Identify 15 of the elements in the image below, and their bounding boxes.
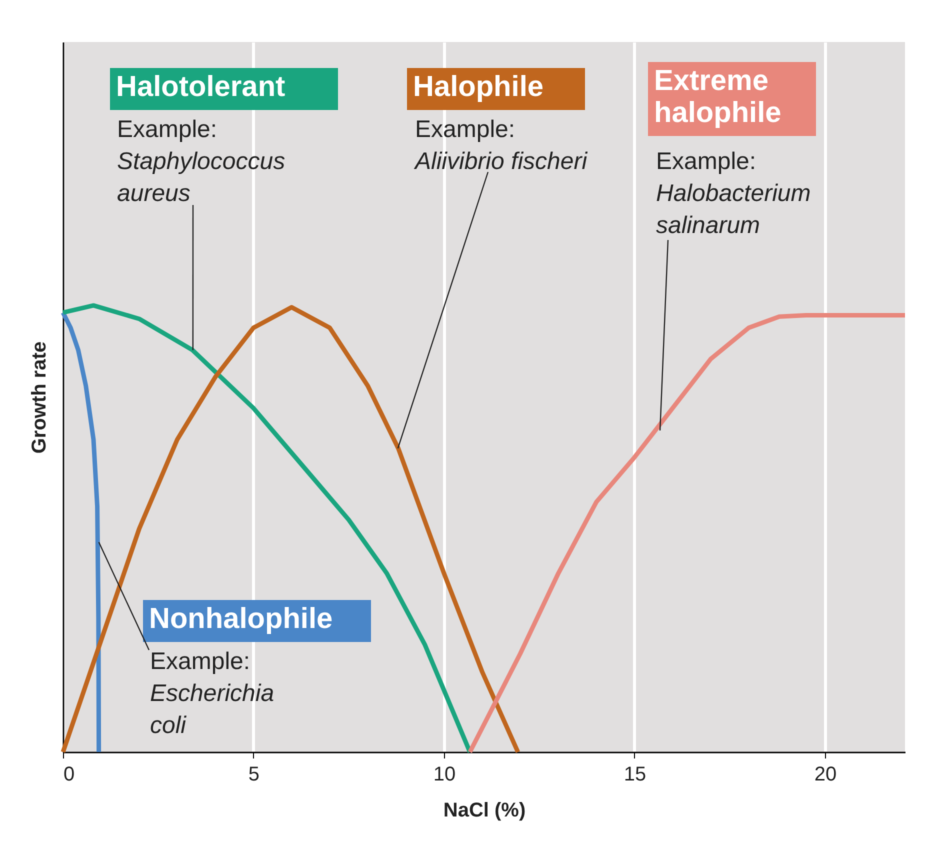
annotation: Example: Staphylococcus aureus bbox=[117, 116, 286, 207]
annotation: Example: Escherichia coli bbox=[150, 648, 274, 739]
x-tick-label: 15 bbox=[624, 764, 646, 786]
text: Halotolerant bbox=[116, 71, 286, 103]
y-axis-title: Growth rate bbox=[28, 341, 50, 454]
annotation: Example: Aliivibrio fischeri bbox=[413, 116, 588, 175]
x-tick-label: 5 bbox=[248, 764, 260, 786]
x-tick-label: 10 bbox=[433, 764, 456, 786]
x-axis-title: NaCl (%) bbox=[443, 800, 526, 822]
x-tick-label: 0 bbox=[64, 764, 75, 786]
series-label: Nonhalophile bbox=[149, 603, 333, 635]
annotation: Example: Halobacterium salinarum bbox=[656, 148, 811, 239]
text: Halophile bbox=[413, 71, 544, 103]
text: Extreme halophile bbox=[654, 65, 782, 129]
x-tick-label: 20 bbox=[814, 764, 837, 786]
